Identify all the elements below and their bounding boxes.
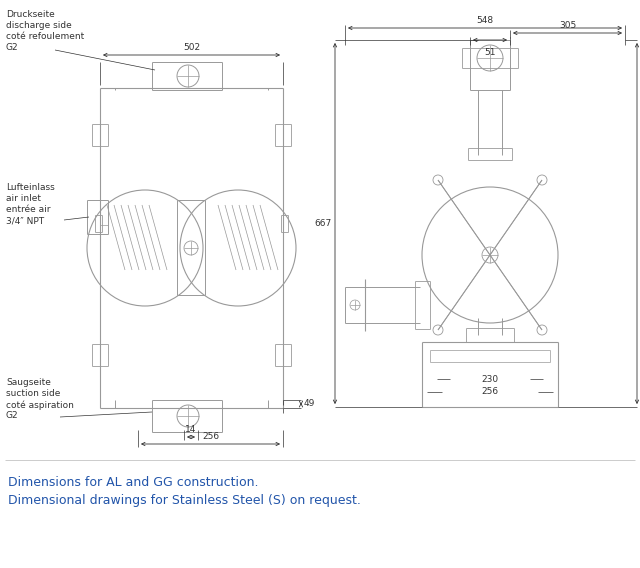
Text: G2: G2 xyxy=(6,43,19,52)
Text: 256: 256 xyxy=(202,432,219,441)
Text: 230: 230 xyxy=(481,374,499,383)
Text: suction side: suction side xyxy=(6,389,60,398)
Text: Saugseite: Saugseite xyxy=(6,378,51,387)
Text: 305: 305 xyxy=(559,21,576,30)
Text: coté aspiration: coté aspiration xyxy=(6,400,74,410)
Text: air inlet: air inlet xyxy=(6,194,41,203)
Text: 667: 667 xyxy=(315,219,332,228)
Text: 3/4″ NPT: 3/4″ NPT xyxy=(6,216,44,225)
Text: 49: 49 xyxy=(304,399,316,408)
Text: Dimensional drawings for Stainless Steel (S) on request.: Dimensional drawings for Stainless Steel… xyxy=(8,494,361,507)
Text: Lufteinlass: Lufteinlass xyxy=(6,183,55,192)
Text: entrée air: entrée air xyxy=(6,205,51,214)
Text: G2: G2 xyxy=(6,411,19,420)
Text: coté refoulement: coté refoulement xyxy=(6,32,84,41)
Text: 51: 51 xyxy=(484,48,496,57)
Text: 502: 502 xyxy=(183,43,200,52)
Text: 14: 14 xyxy=(186,425,196,434)
Text: 256: 256 xyxy=(481,387,499,396)
Text: Dimensions for AL and GG construction.: Dimensions for AL and GG construction. xyxy=(8,476,259,489)
Text: Druckseite: Druckseite xyxy=(6,10,55,19)
Text: 548: 548 xyxy=(476,16,493,25)
Text: discharge side: discharge side xyxy=(6,21,72,30)
